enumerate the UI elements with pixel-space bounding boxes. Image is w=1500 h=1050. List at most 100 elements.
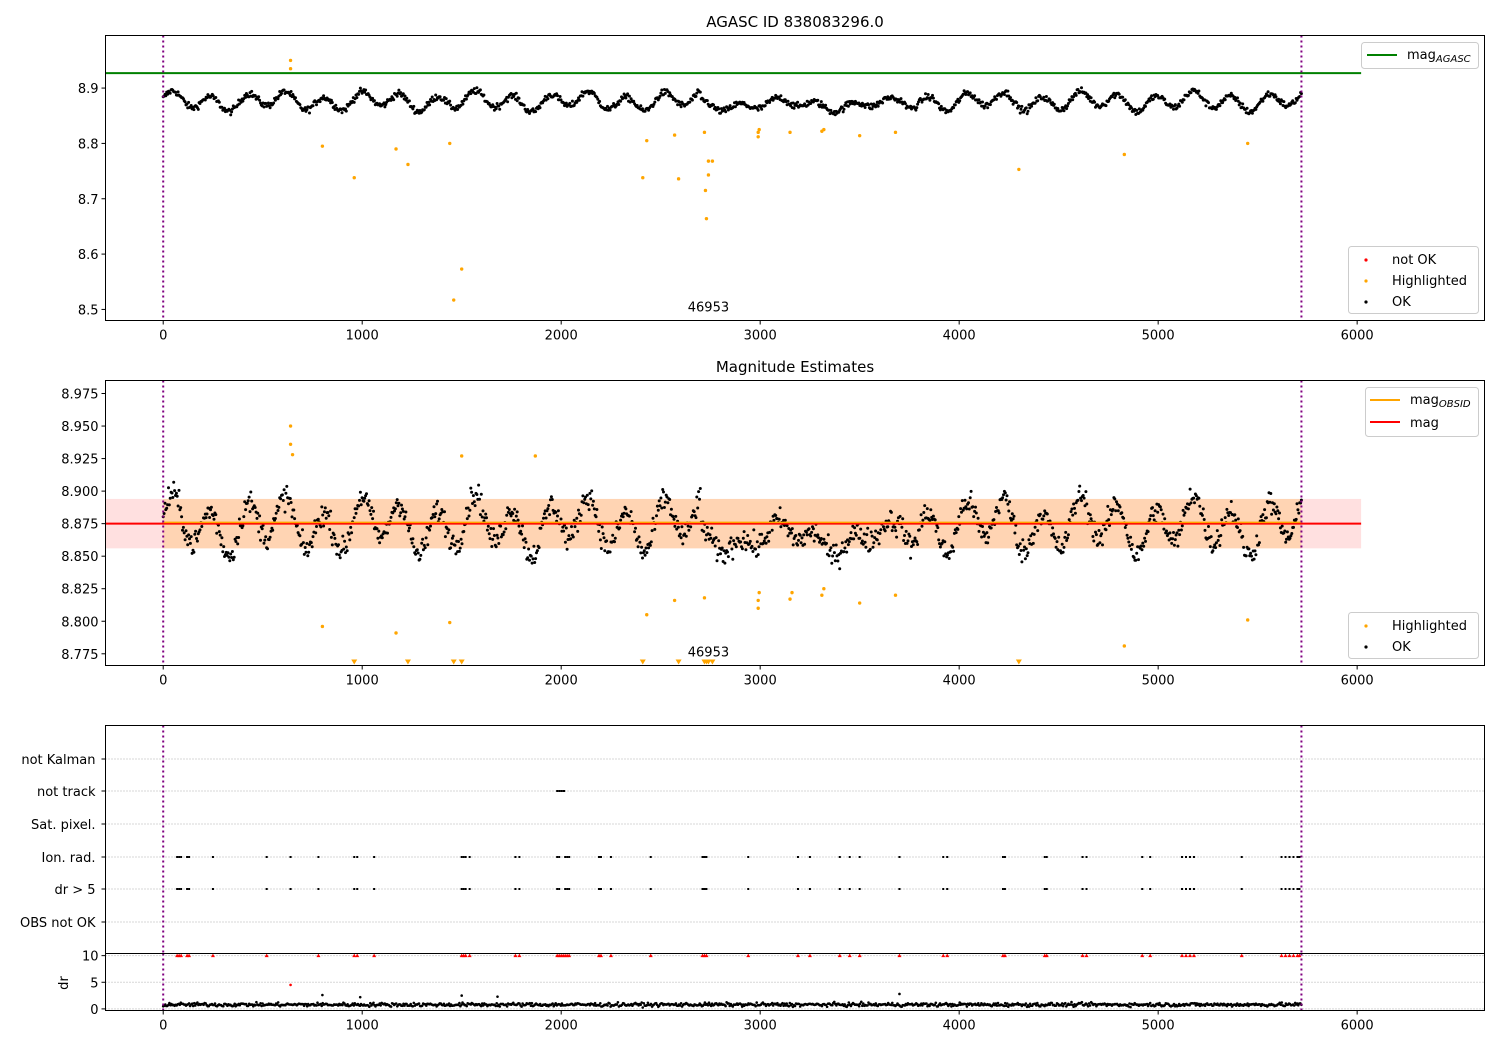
flag-mark	[265, 856, 268, 858]
magnitude-ok-point	[838, 567, 842, 571]
dr-point	[1035, 1004, 1038, 1007]
magnitude-ok-point	[520, 532, 524, 536]
agasc-ok-point	[414, 111, 418, 115]
agasc-ok-point	[273, 98, 277, 102]
magnitude-ok-point	[1151, 514, 1155, 518]
magnitude-ok-point	[341, 534, 345, 538]
magnitude-ok-point	[247, 495, 251, 499]
magnitude-ok-point	[1019, 549, 1023, 552]
dr-point	[528, 1001, 532, 1005]
agasc-highlighted-point	[706, 159, 711, 163]
dr-point	[755, 1001, 758, 1004]
agasc-ok-point	[1080, 86, 1083, 90]
magnitude-ok-point	[1214, 541, 1218, 545]
dr-point	[866, 1004, 869, 1007]
magnitude-ok-point	[982, 534, 986, 538]
agasc-ok-point	[619, 99, 623, 103]
flag-mark	[1003, 856, 1006, 858]
magnitude-ok-point	[330, 543, 334, 547]
dr-clipped-marker	[355, 953, 360, 958]
flag-mark	[564, 856, 567, 858]
magnitude-ok-point	[293, 517, 297, 521]
flag-mark	[1149, 856, 1152, 858]
magnitude-ok-point	[386, 531, 389, 535]
magnitude-ok-point	[678, 532, 682, 536]
magnitude-ok-point	[174, 491, 178, 495]
magnitude-ok-point	[182, 531, 186, 535]
flag-mark	[1185, 856, 1188, 858]
agasc-ok-point	[1086, 93, 1090, 97]
magnitude-ok-point	[1257, 543, 1260, 547]
legend-mag-obsid-label: magOBSID	[1410, 393, 1471, 410]
magnitude-ok-point	[1113, 497, 1117, 501]
dr-clipped-marker	[1283, 953, 1288, 958]
magnitude-ok-point	[810, 530, 814, 534]
agasc-ok-point	[556, 94, 559, 98]
magnitude-ok-point	[987, 535, 991, 539]
agasc-ok-point	[546, 97, 550, 101]
magnitude-ok-point	[328, 528, 332, 531]
magnitude-ok-point	[1101, 543, 1104, 547]
dr-point	[529, 1004, 533, 1007]
magnitude-ok-point	[1259, 515, 1263, 519]
magnitude-ok-point	[842, 550, 846, 554]
flag-mark	[1288, 888, 1291, 890]
magnitude-ok-point	[764, 541, 768, 545]
magnitude-ok-point	[257, 530, 261, 534]
magnitude-ok-point	[674, 514, 678, 518]
dr-point	[740, 1005, 744, 1008]
magnitude-ok-point	[263, 538, 267, 542]
magnitude-ok-point	[1254, 553, 1258, 557]
agasc-ok-point	[617, 103, 621, 106]
magnitude-ok-point	[241, 524, 245, 528]
dr-point	[608, 1002, 611, 1005]
magnitude-ok-point	[1219, 534, 1223, 537]
magnitude-ok-point	[414, 552, 418, 556]
magnitude-ok-point	[1072, 502, 1076, 506]
magnitude-ok-point	[337, 543, 340, 547]
panel-magnitude-legend-top: magOBSID mag	[1365, 387, 1479, 437]
dr-point	[1060, 1002, 1064, 1005]
dr-point	[599, 1002, 602, 1005]
magnitude-ok-point	[242, 515, 246, 519]
dr-point	[934, 1001, 938, 1005]
agasc-ok-point	[1089, 96, 1093, 100]
magnitude-ok-point	[258, 514, 262, 518]
magnitude-ok-point	[894, 529, 898, 533]
dr-point	[825, 1005, 829, 1009]
magnitude-ok-point	[571, 535, 575, 539]
dr-point	[190, 1002, 194, 1005]
dr-point	[1024, 1002, 1028, 1005]
magnitude-ok-point	[938, 545, 942, 549]
magnitude-ok-point	[542, 516, 545, 520]
magnitude-ok-point	[728, 540, 732, 544]
magnitude-ok-point	[1213, 543, 1217, 547]
magnitude-ok-point	[465, 517, 469, 521]
agasc-highlighted-point	[857, 133, 862, 138]
flag-mark	[1185, 888, 1188, 890]
magnitude-ok-point	[762, 539, 766, 543]
magnitude-ok-point	[911, 543, 915, 547]
magnitude-ok-point	[285, 484, 289, 488]
magnitude-ok-point	[309, 541, 313, 545]
magnitude-ok-point	[1008, 500, 1012, 504]
magnitude-highlighted-point	[1122, 644, 1127, 648]
agasc-ok-point	[1018, 111, 1022, 115]
agasc-highlighted-point	[1122, 152, 1127, 157]
magnitude-ok-point	[710, 526, 714, 530]
magnitude-ok-point	[530, 561, 534, 565]
legend-ok-marker	[1364, 300, 1368, 304]
dr-clipped-marker	[352, 953, 357, 958]
magnitude-ok-point	[466, 506, 470, 510]
magnitude-ok-point	[244, 508, 248, 512]
flag-mark	[1280, 856, 1283, 858]
magnitude-ok-point	[843, 546, 847, 550]
agasc-ok-point	[916, 102, 920, 106]
dr-clipped-marker	[847, 953, 852, 958]
dr-point	[739, 1003, 743, 1006]
magnitude-ok-point	[872, 541, 876, 545]
dr-point	[593, 1001, 597, 1005]
dr-point	[213, 1002, 217, 1005]
agasc-highlighted-point	[710, 159, 715, 163]
